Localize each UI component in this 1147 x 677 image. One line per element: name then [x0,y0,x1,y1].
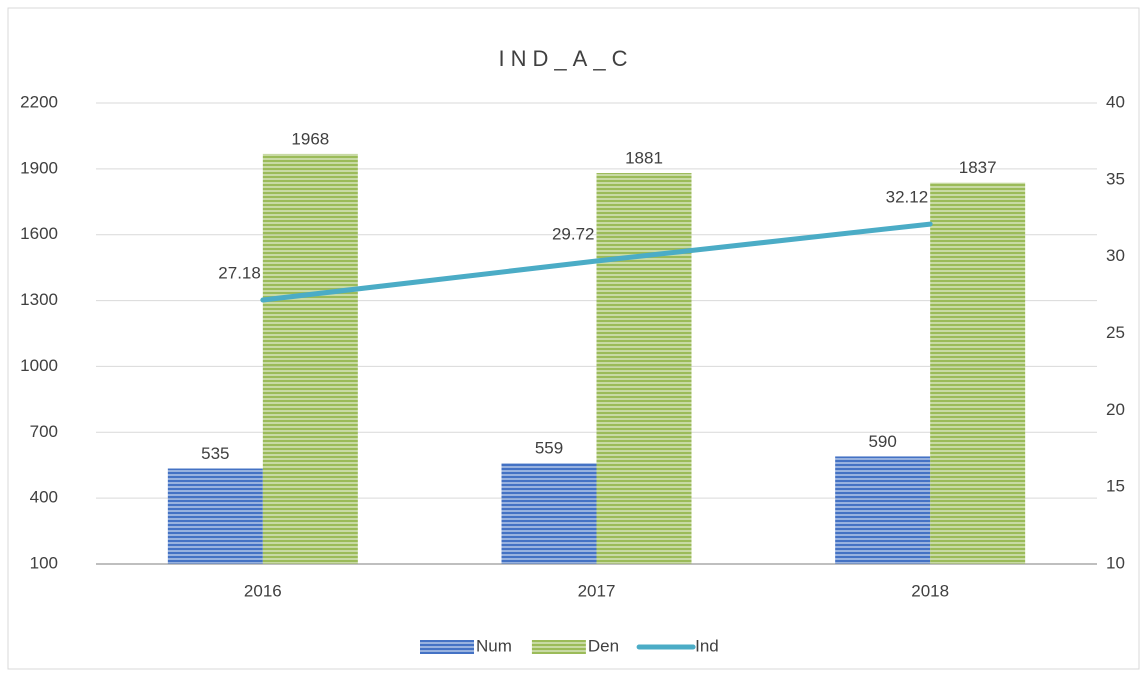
y-tick-label: 400 [30,488,58,507]
x-tick-label: 2018 [911,581,949,600]
value-label: 1968 [291,129,329,148]
legend-swatch [420,640,474,654]
bar [501,463,597,564]
chart-title: IND_A_C [499,46,634,71]
value-label: 29.72 [552,224,595,243]
legend-label: Ind [695,636,719,655]
y2-tick-label: 40 [1106,92,1125,111]
bar [262,153,358,565]
y-tick-label: 1900 [20,158,58,177]
value-label: 559 [535,439,563,458]
x-tick-label: 2017 [578,581,616,600]
y2-tick-label: 35 [1106,169,1125,188]
legend-label: Den [588,636,619,655]
value-label: 590 [868,432,896,451]
y2-tick-label: 30 [1106,246,1125,265]
value-label: 1881 [625,149,663,168]
legend-swatch [531,640,586,654]
bar [930,182,1026,565]
bar [835,456,931,564]
y-tick-label: 1000 [20,356,58,375]
y-tick-label: 1600 [20,224,58,243]
value-label: 27.18 [218,263,261,282]
x-tick-label: 2016 [244,581,282,600]
value-label: 1837 [959,158,997,177]
value-label: 535 [201,444,229,463]
y-tick-label: 100 [30,553,58,572]
value-label: 32.12 [886,188,929,207]
line [260,221,933,303]
y2-tick-label: 25 [1106,323,1125,342]
y2-tick-label: 10 [1106,553,1125,572]
y-tick-label: 2200 [20,92,58,111]
legend-label: Num [476,636,512,655]
y-tick-label: 700 [30,422,58,441]
y2-tick-label: 20 [1106,400,1125,419]
y2-tick-label: 15 [1106,477,1125,496]
bar [167,468,263,564]
y-tick-label: 1300 [20,290,58,309]
bar [596,173,692,565]
